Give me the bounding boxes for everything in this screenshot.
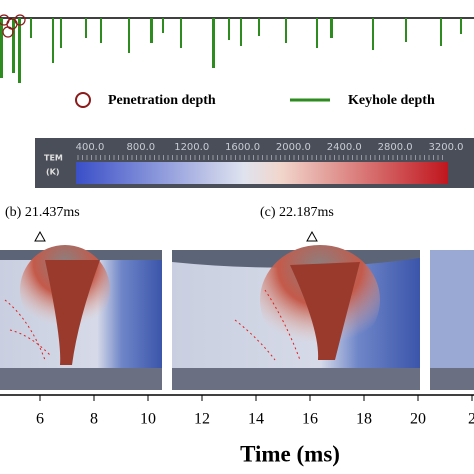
- marker: [34, 230, 46, 242]
- panel-label: (c) 22.187ms: [260, 205, 334, 220]
- colorbar-tick-label: 400.0: [76, 142, 105, 153]
- colorbar-tick-label: 1200.0: [174, 142, 209, 153]
- panels: (b) 21.437ms (c) 22.187ms: [0, 205, 474, 390]
- x-tick-label: 6: [36, 411, 44, 428]
- x-tick-label: 18: [356, 411, 372, 428]
- x-tick-label: 14: [248, 411, 264, 428]
- colorbar-tick-label: 1600.0: [225, 142, 260, 153]
- colorbar-label: TEM: [44, 154, 63, 163]
- colorbar-tick-label: 3200.0: [429, 142, 464, 153]
- legend: Penetration depth Keyhole depth: [75, 92, 435, 108]
- panel-d: [430, 250, 474, 390]
- x-tick-label: 20: [410, 411, 426, 428]
- penetration-markers: [0, 14, 26, 38]
- colorbar: 400.0 800.0 1200.0 1600.0 2000.0 2400.0 2800.0…: [35, 138, 474, 188]
- x-tick-label: 2: [468, 411, 474, 428]
- colorbar-tick-label: 2400.0: [327, 142, 362, 153]
- top-plot: [0, 14, 474, 83]
- colorbar-tick-label: 2000.0: [276, 142, 311, 153]
- panel-c: [172, 245, 420, 390]
- keyhole-bars: [0, 18, 462, 83]
- colorbar-gradient: [76, 162, 448, 184]
- x-tick-label: 16: [302, 411, 318, 428]
- legend-label: Penetration depth: [108, 93, 216, 108]
- x-axis: 6 8 10 12 14 16 18 20 2 Time (ms): [0, 394, 474, 466]
- panel-b: [0, 245, 162, 390]
- colorbar-tick-label: 800.0: [127, 142, 156, 153]
- colorbar-tick-label: 2800.0: [378, 142, 413, 153]
- axis-label: Time (ms): [240, 441, 340, 466]
- x-tick-label: 8: [90, 411, 98, 428]
- marker: [306, 230, 318, 242]
- panel-label: (b) 21.437ms: [5, 205, 80, 220]
- x-tick-label: 12: [194, 411, 210, 428]
- x-tick-label: 10: [140, 411, 156, 428]
- colorbar-label: (K): [46, 168, 60, 177]
- legend-marker: [75, 92, 91, 108]
- legend-label: Keyhole depth: [348, 93, 435, 108]
